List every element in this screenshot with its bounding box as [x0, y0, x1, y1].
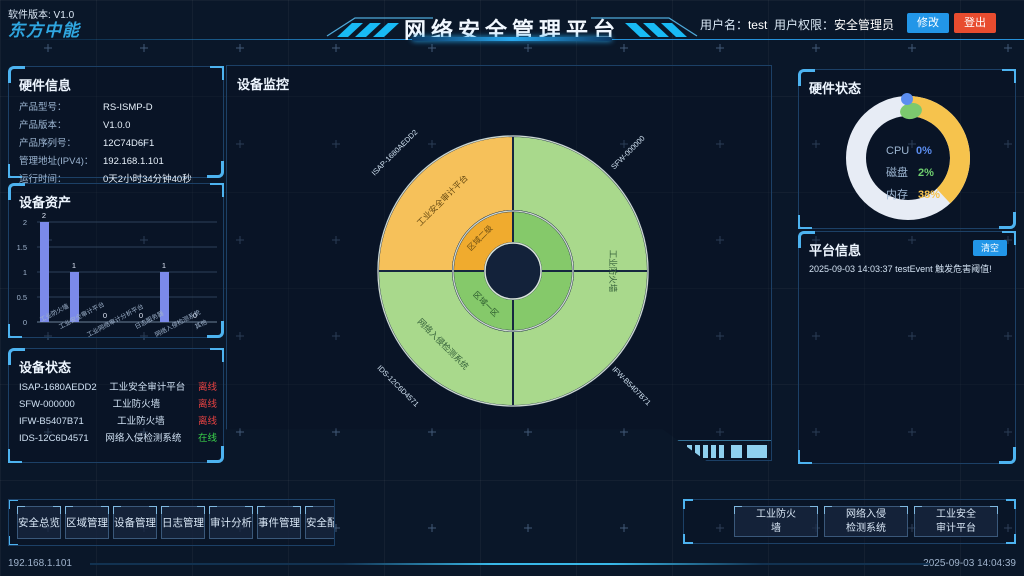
svg-text:1.5: 1.5	[17, 243, 27, 252]
svg-text:IDS-12C6D4571: IDS-12C6D4571	[375, 363, 420, 408]
svg-text:工业防火墙: 工业防火墙	[608, 250, 618, 293]
svg-text:0%: 0%	[916, 145, 932, 157]
svg-text:IFW-B5407B71: IFW-B5407B71	[610, 365, 653, 408]
svg-text:2: 2	[23, 218, 27, 227]
svg-text:1: 1	[72, 261, 76, 270]
svg-text:2: 2	[42, 211, 46, 220]
svg-text:2%: 2%	[918, 167, 934, 179]
svg-text:CPU: CPU	[886, 145, 909, 157]
svg-text:38%: 38%	[918, 189, 940, 201]
svg-text:ISAP-1680AEDD2: ISAP-1680AEDD2	[370, 128, 420, 178]
svg-text:0.5: 0.5	[17, 293, 27, 302]
svg-text:内存: 内存	[886, 187, 908, 201]
svg-text:磁盘: 磁盘	[886, 165, 908, 179]
svg-text:SFW-000000: SFW-000000	[609, 134, 647, 172]
svg-text:1: 1	[162, 261, 166, 270]
svg-text:1: 1	[23, 268, 27, 277]
